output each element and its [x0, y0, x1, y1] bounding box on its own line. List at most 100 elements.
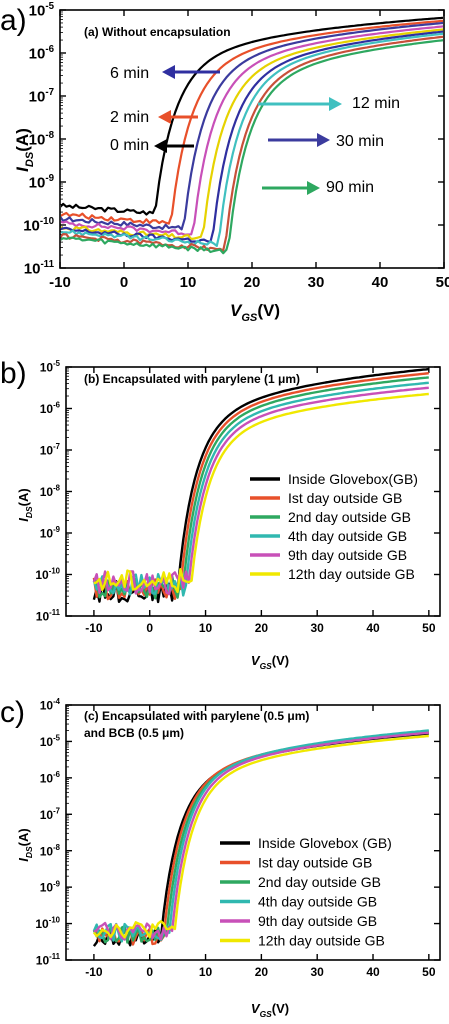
- series-line: [92, 381, 429, 597]
- y-tick-label: 10-8: [29, 130, 55, 149]
- series-line: [61, 19, 443, 225]
- annotation-arrowhead: [329, 97, 342, 111]
- legend-label: 2nd day outside GB: [258, 874, 381, 890]
- y-tick-label: 10-7: [40, 442, 60, 457]
- x-tick-label: 50: [422, 965, 436, 979]
- legend-label: 9th day outside GB: [258, 913, 377, 929]
- x-tick-label: -10: [85, 621, 103, 635]
- y-axis-label: IDS(A): [16, 488, 34, 521]
- x-tick-label: -10: [85, 965, 103, 979]
- x-tick-label: 30: [308, 274, 325, 291]
- chart-panel-2: b) -10 0 10 20 30 40 50 10-11 10-10 10-9 10-8 10-7 10…: [0, 357, 441, 671]
- y-axis-label: IDS(A): [16, 828, 34, 861]
- y-tick-label: 10-9: [40, 879, 61, 894]
- y-tick-label: 10-7: [40, 806, 60, 821]
- y-tick-label: 10-11: [36, 608, 61, 623]
- y-tick-label: 10-7: [29, 87, 54, 106]
- y-tick-label: 10-6: [40, 401, 61, 416]
- y-tick-label: 10-6: [40, 770, 61, 785]
- series-group: [92, 729, 429, 947]
- annotation-label: 90 min: [326, 179, 374, 196]
- annotation-arrowhead: [307, 181, 320, 195]
- x-tick-label: 0: [146, 965, 153, 979]
- panel-letter: b): [0, 357, 27, 390]
- legend-label: 4th day outside GB: [258, 894, 377, 910]
- y-tick-label: 10-8: [40, 843, 61, 858]
- annotation-label: 2 min: [110, 109, 149, 126]
- series-line: [92, 372, 429, 601]
- chart-panel-1: a) -10 0 10 20 30 40 50 10-11 10-10 10-9 10-8 10-7 10…: [0, 1, 449, 324]
- y-tick-label: 10-11: [36, 952, 61, 967]
- x-tick-label: 50: [436, 274, 449, 291]
- annotation-arrowhead: [317, 133, 330, 147]
- y-tick-label: 10-8: [40, 484, 61, 499]
- series-group: [61, 16, 443, 255]
- legend-label: 12th day outside GB: [258, 933, 385, 949]
- annotation-label: 12 min: [352, 95, 400, 112]
- x-tick-label: 50: [422, 621, 436, 635]
- x-tick-label: 10: [199, 965, 213, 979]
- legend-label: Ist day outside GB: [288, 490, 402, 506]
- series-line: [92, 386, 429, 596]
- series-group: [92, 368, 429, 604]
- panel-letter: a): [0, 4, 27, 37]
- series-line: [92, 734, 429, 939]
- series-line: [61, 32, 443, 247]
- y-tick-label: 10-9: [29, 173, 55, 192]
- x-axis-label: VGS(V): [251, 1001, 289, 1019]
- x-tick-label: 0: [120, 274, 128, 291]
- legend-label: 12th day outside GB: [288, 566, 415, 582]
- plot-frame: [65, 704, 441, 961]
- x-tick-label: -10: [49, 274, 71, 291]
- annotation-arrowhead: [158, 110, 171, 124]
- annotation-arrowhead: [162, 65, 175, 79]
- y-tick-label: 10-9: [40, 525, 61, 540]
- annotation-label: 0 min: [110, 137, 149, 154]
- legend-label: Inside Glovebox(GB): [288, 471, 418, 487]
- x-tick-label: 20: [244, 274, 261, 291]
- x-axis-label: VGS(V): [251, 653, 289, 671]
- legend-label: Ist day outside GB: [258, 855, 372, 871]
- y-tick-label: 10-10: [23, 216, 54, 235]
- series-line: [61, 16, 443, 216]
- x-tick-label: 20: [255, 965, 269, 979]
- panel-letter: c): [0, 696, 25, 729]
- legend-label: Inside Glovebox (GB): [258, 835, 392, 851]
- x-tick-label: 30: [311, 965, 325, 979]
- chart-title-line2: and BCB (0.5 μm): [84, 726, 184, 740]
- x-tick-label: 30: [311, 621, 325, 635]
- x-tick-label: 10: [199, 621, 213, 635]
- series-line: [61, 28, 443, 241]
- annotation-label: 30 min: [336, 133, 384, 150]
- annotation-arrowhead: [154, 139, 167, 153]
- chart-title: (a) Without encapsulation: [84, 25, 231, 39]
- series-line: [61, 39, 443, 255]
- y-tick-label: 10-10: [35, 916, 60, 931]
- chart-title: (b) Encapsulated with parylene (1 μm): [84, 372, 300, 386]
- series-line: [93, 731, 429, 941]
- series-line: [93, 392, 429, 594]
- x-tick-label: 20: [255, 621, 269, 635]
- legend-label: 9th day outside GB: [288, 547, 407, 563]
- y-tick-label: 10-5: [40, 359, 61, 374]
- chart-title-line1: (c) Encapsulated with parylene (0.5 μm): [84, 709, 309, 723]
- y-tick-label: 10-5: [29, 1, 55, 20]
- x-tick-label: 40: [372, 274, 389, 291]
- y-tick-label: 10-10: [35, 567, 60, 582]
- series-line: [61, 25, 443, 236]
- x-tick-label: 10: [180, 274, 197, 291]
- y-axis-label: IDS(A): [13, 128, 36, 172]
- x-tick-label: 40: [366, 965, 380, 979]
- y-tick-label: 10-6: [29, 44, 55, 63]
- legend-label: 4th day outside GB: [288, 528, 407, 544]
- x-tick-label: 40: [366, 621, 380, 635]
- y-tick-label: 10-11: [24, 259, 55, 278]
- series-line: [61, 21, 443, 231]
- annotation-label: 6 min: [110, 65, 149, 82]
- legend-label: 2nd day outside GB: [288, 509, 411, 525]
- x-tick-label: 0: [146, 621, 153, 635]
- x-axis-label: VGS(V): [230, 301, 280, 324]
- y-tick-label: 10-5: [40, 734, 61, 749]
- chart-panel-3: c) -10 0 10 20 30 40 50 10-11 10-10 10-9 10-8 10-7 10…: [0, 696, 441, 1019]
